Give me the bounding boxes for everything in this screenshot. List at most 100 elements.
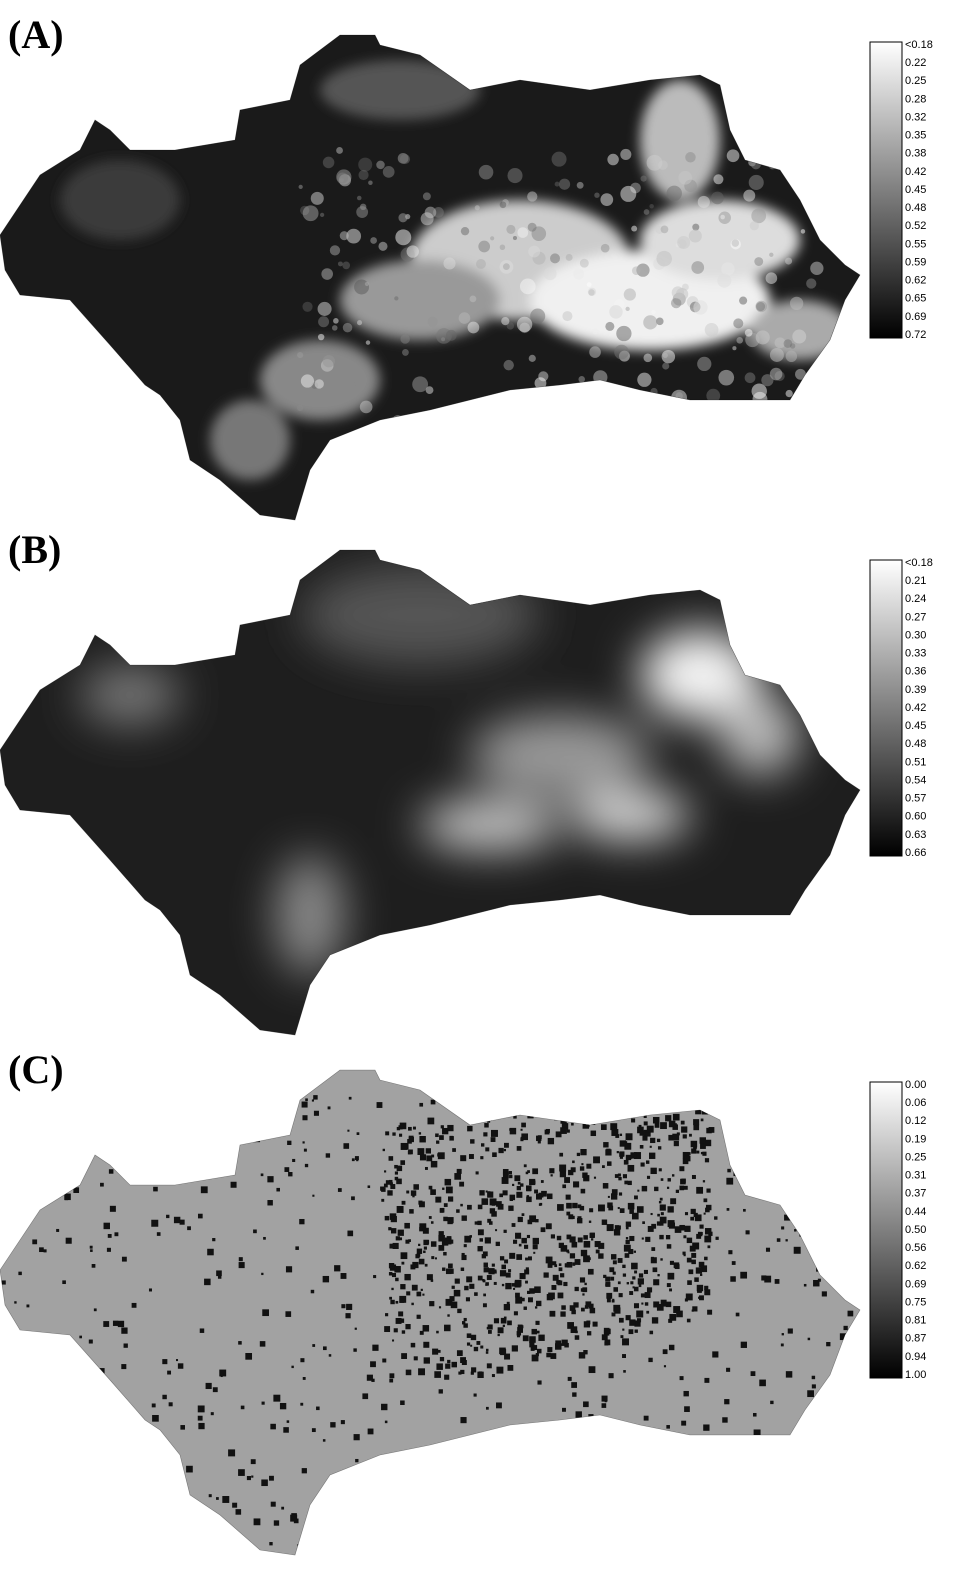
- map-speck: [34, 1131, 37, 1134]
- map-speck: [420, 1331, 424, 1335]
- map-speck: [795, 369, 806, 380]
- map-speck: [575, 1259, 581, 1265]
- map-speck: [421, 1289, 423, 1291]
- map-speck: [583, 1122, 589, 1128]
- map-speck: [366, 340, 370, 344]
- map-speck: [457, 1309, 461, 1313]
- map-speck: [201, 1186, 208, 1193]
- map-speck: [404, 1274, 410, 1280]
- map-speck: [370, 1361, 376, 1367]
- map-speck: [657, 398, 664, 405]
- map-speck: [692, 1306, 697, 1311]
- map-speck: [756, 330, 770, 344]
- map-speck: [575, 1287, 579, 1291]
- map-speck: [429, 1186, 433, 1190]
- map-speck: [635, 1266, 637, 1268]
- map-speck: [50, 1344, 55, 1349]
- map-speck: [609, 305, 622, 318]
- map-speck: [563, 1104, 570, 1111]
- map-speck: [442, 1268, 445, 1271]
- map-speck: [575, 1335, 580, 1340]
- map-speck: [402, 1201, 406, 1205]
- map-speck: [423, 1240, 428, 1245]
- map-speck: [580, 259, 589, 268]
- map-speck: [750, 221, 759, 230]
- map-speck: [521, 1137, 524, 1140]
- map-speck: [406, 1291, 410, 1295]
- map-speck: [683, 1235, 686, 1238]
- map-speck: [650, 388, 657, 395]
- map-relief: [80, 665, 180, 725]
- map-speck: [605, 1340, 611, 1346]
- map-speck: [629, 1209, 634, 1214]
- map-speck: [596, 1542, 600, 1546]
- map-speck: [312, 1525, 319, 1532]
- map-speck: [713, 174, 723, 184]
- map-speck: [705, 1484, 707, 1486]
- map-speck: [468, 322, 480, 334]
- map-speck: [615, 1225, 619, 1229]
- map-speck: [694, 1277, 699, 1282]
- map-speck: [700, 1225, 704, 1229]
- map-speck: [304, 1149, 307, 1152]
- map-speck: [487, 1547, 491, 1551]
- map-speck: [669, 1288, 672, 1291]
- map-speck: [546, 1518, 550, 1522]
- map-speck: [411, 1343, 416, 1348]
- map-speck: [691, 1253, 696, 1258]
- map-speck: [2, 1549, 4, 1551]
- map-speck: [605, 1282, 610, 1287]
- map-speck: [400, 1123, 407, 1130]
- map-speck: [121, 1364, 126, 1369]
- map-speck: [92, 1264, 96, 1268]
- map-speck: [444, 1375, 449, 1380]
- map-speck: [609, 1267, 614, 1272]
- map-speck: [672, 1134, 679, 1141]
- map-speck: [609, 1090, 613, 1094]
- map-speck: [703, 1424, 709, 1430]
- map-speck: [506, 225, 515, 234]
- map-speck: [786, 1239, 788, 1241]
- map-speck: [437, 1533, 441, 1537]
- map-speck: [528, 246, 540, 258]
- map-speck: [495, 1229, 497, 1231]
- map-speck: [62, 1280, 66, 1284]
- map-speck: [477, 1221, 481, 1225]
- map-speck: [79, 1336, 82, 1339]
- map-speck: [677, 236, 690, 249]
- map-speck: [620, 1208, 625, 1213]
- map-speck: [544, 267, 557, 280]
- map-speck: [483, 1280, 486, 1283]
- map-speck: [610, 1123, 617, 1130]
- map-speck: [704, 1198, 708, 1202]
- legend-label: 0.48: [905, 738, 926, 750]
- map-speck: [651, 1257, 654, 1260]
- map-speck: [500, 1270, 506, 1276]
- map-speck: [466, 1112, 471, 1117]
- map-speck: [799, 1166, 804, 1171]
- map-speck: [772, 1177, 776, 1181]
- map-speck: [508, 1269, 511, 1272]
- map-speck: [178, 1363, 183, 1368]
- map-speck: [746, 1230, 750, 1234]
- map-speck: [841, 1292, 845, 1296]
- map-speck: [222, 1496, 229, 1503]
- map-speck: [560, 1311, 565, 1316]
- map-speck: [667, 1283, 671, 1287]
- map-speck: [61, 1124, 65, 1128]
- map-speck: [695, 1245, 698, 1248]
- map-speck: [620, 149, 631, 160]
- map-speck: [532, 1345, 537, 1350]
- map-speck: [799, 187, 811, 199]
- map-speck: [507, 1510, 509, 1512]
- map-speck: [198, 1423, 204, 1429]
- map-speck: [383, 166, 395, 178]
- map-speck: [700, 1070, 704, 1074]
- map-speck: [391, 1216, 397, 1222]
- legend-label: 0.62: [905, 275, 926, 287]
- map-speck: [228, 1449, 235, 1456]
- map-speck: [641, 1162, 645, 1166]
- map-speck: [65, 1364, 70, 1369]
- map-speck: [312, 1428, 316, 1432]
- map-speck: [103, 1321, 109, 1327]
